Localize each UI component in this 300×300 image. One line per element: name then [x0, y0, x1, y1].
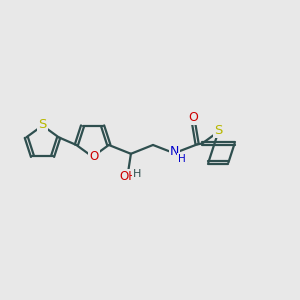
Text: O: O: [189, 111, 199, 124]
Text: S: S: [214, 124, 223, 137]
Text: N: N: [169, 145, 179, 158]
Text: S: S: [38, 118, 47, 130]
Text: H: H: [178, 154, 186, 164]
Text: OH: OH: [119, 170, 137, 183]
Text: O: O: [89, 150, 99, 163]
Text: H: H: [133, 169, 142, 179]
